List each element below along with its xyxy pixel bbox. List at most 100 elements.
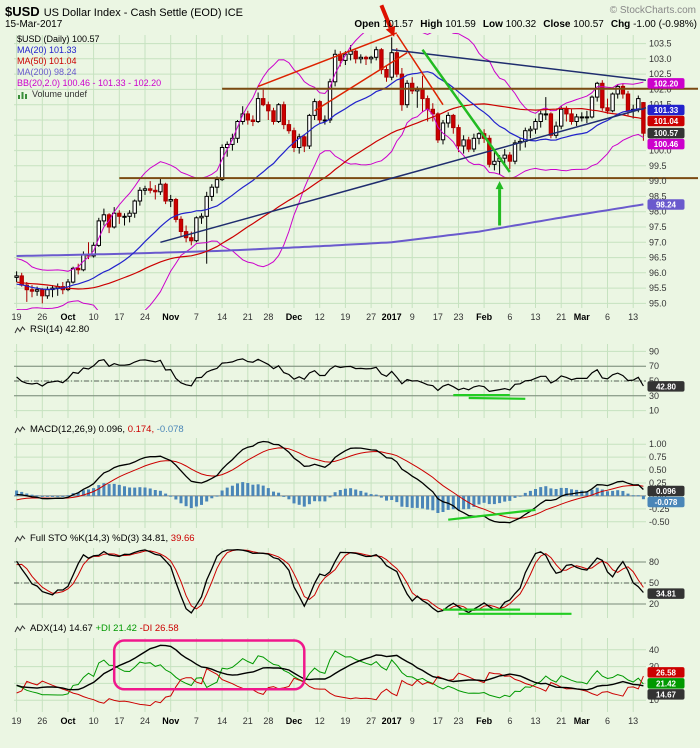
svg-text:21.42: 21.42 [656, 679, 677, 688]
svg-text:Nov: Nov [162, 716, 179, 726]
svg-text:19: 19 [12, 312, 22, 322]
svg-text:97.5: 97.5 [649, 222, 667, 232]
quote-chg-value: -1.00 (-0.98%) [633, 19, 697, 30]
svg-text:102.5: 102.5 [649, 69, 672, 79]
svg-text:20: 20 [649, 599, 659, 609]
quote-chg-label: Chg [610, 19, 631, 30]
legend-line-ma200: MA(200) 98.24 [17, 67, 77, 77]
svg-text:13: 13 [628, 716, 638, 726]
svg-text:-0.50: -0.50 [649, 517, 670, 527]
quote-close-value: 100.57 [573, 19, 604, 30]
quote-low-label: Low [482, 19, 503, 30]
main-legend: $USD (Daily) 100.57 MA(20) 101.33 MA(50)… [17, 34, 161, 100]
svg-text:10: 10 [649, 406, 659, 416]
quote-low-value: 100.32 [505, 19, 537, 30]
svg-text:26.58: 26.58 [656, 668, 677, 677]
svg-text:Nov: Nov [162, 312, 179, 322]
svg-text:26: 26 [37, 716, 47, 726]
svg-text:Dec: Dec [286, 312, 303, 322]
svg-text:24: 24 [140, 716, 150, 726]
svg-text:1.00: 1.00 [649, 439, 667, 449]
svg-text:21: 21 [556, 312, 566, 322]
svg-text:7: 7 [194, 312, 199, 322]
svg-text:Mar: Mar [574, 716, 591, 726]
svg-text:9: 9 [410, 312, 415, 322]
svg-text:97.0: 97.0 [649, 237, 667, 247]
svg-text:23: 23 [453, 716, 463, 726]
svg-text:40: 40 [649, 645, 659, 655]
macd-label: MACD(12,26,9) 0.096, 0.174, -0.078 [14, 424, 184, 435]
chart-title: US Dollar Index - Cash Settle (EOD) ICE [43, 7, 243, 19]
legend-line-bb: BB(20,2.0) 100.46 - 101.33 - 102.20 [17, 78, 162, 88]
svg-text:14: 14 [217, 312, 227, 322]
legend-line-ma20: MA(20) 101.33 [17, 45, 77, 55]
copyright-link[interactable]: © StockCharts.com [609, 5, 696, 16]
svg-text:-0.25: -0.25 [649, 504, 670, 514]
svg-text:50: 50 [649, 376, 659, 386]
svg-text:28: 28 [263, 312, 273, 322]
adx-label: ADX(14) 14.67 +DI 21.42 -DI 26.58 [14, 623, 179, 634]
svg-text:95.5: 95.5 [649, 283, 667, 293]
svg-text:98.24: 98.24 [656, 200, 677, 209]
svg-text:14.67: 14.67 [656, 690, 677, 699]
svg-text:Oct: Oct [60, 312, 75, 322]
svg-text:100.57: 100.57 [654, 129, 679, 138]
svg-text:99.5: 99.5 [649, 161, 667, 171]
svg-text:23: 23 [453, 312, 463, 322]
svg-text:0.096: 0.096 [656, 487, 677, 496]
svg-text:Dec: Dec [286, 716, 303, 726]
svg-text:96.0: 96.0 [649, 268, 667, 278]
svg-text:28: 28 [263, 716, 273, 726]
indicator-icon [14, 425, 26, 435]
svg-text:6: 6 [507, 716, 512, 726]
svg-text:98.0: 98.0 [649, 207, 667, 217]
svg-text:17: 17 [433, 716, 443, 726]
svg-text:101.33: 101.33 [654, 106, 679, 115]
legend-line-ma50: MA(50) 101.04 [17, 56, 77, 66]
svg-text:Mar: Mar [574, 312, 591, 322]
svg-text:96.5: 96.5 [649, 253, 667, 263]
svg-text:9: 9 [410, 716, 415, 726]
svg-text:13: 13 [531, 716, 541, 726]
svg-text:6: 6 [605, 312, 610, 322]
svg-text:27: 27 [366, 716, 376, 726]
svg-text:6: 6 [507, 312, 512, 322]
svg-text:12: 12 [315, 716, 325, 726]
chart-date: 15-Mar-2017 [5, 19, 63, 30]
legend-line-symbol: $USD (Daily) 100.57 [17, 34, 100, 44]
sto-layer [16, 549, 644, 614]
svg-text:100.46: 100.46 [654, 140, 679, 149]
svg-text:21: 21 [556, 716, 566, 726]
quote-open-value: 101.57 [382, 19, 414, 30]
svg-text:98.5: 98.5 [649, 191, 667, 201]
svg-text:12: 12 [315, 312, 325, 322]
svg-text:Feb: Feb [476, 312, 493, 322]
svg-text:19: 19 [340, 716, 350, 726]
indicator-icon [14, 534, 26, 544]
svg-text:13: 13 [531, 312, 541, 322]
svg-text:0.50: 0.50 [649, 465, 667, 475]
quote-high-value: 101.59 [445, 19, 476, 30]
svg-text:10: 10 [89, 312, 99, 322]
svg-text:Oct: Oct [60, 716, 75, 726]
svg-text:0.25: 0.25 [649, 478, 667, 488]
rsi-layer [16, 358, 644, 393]
svg-text:7: 7 [194, 716, 199, 726]
quote-close-label: Close [543, 19, 571, 30]
svg-text:21: 21 [243, 716, 253, 726]
ticker-symbol: $USD [5, 4, 40, 19]
volume-icon [17, 90, 29, 100]
svg-text:42.80: 42.80 [656, 382, 677, 391]
svg-text:100.0: 100.0 [649, 146, 672, 156]
candles-layer [14, 33, 646, 310]
svg-text:6: 6 [605, 716, 610, 726]
header-line1: $USD US Dollar Index - Cash Settle (EOD) … [5, 3, 243, 21]
svg-text:-0.078: -0.078 [655, 498, 678, 507]
quote-open-label: Open [354, 19, 380, 30]
indicator-icon [14, 325, 26, 335]
rsi-label: RSI(14) 42.80 [14, 324, 89, 335]
svg-text:2017: 2017 [382, 312, 402, 322]
svg-text:10: 10 [89, 716, 99, 726]
svg-text:30: 30 [649, 391, 659, 401]
